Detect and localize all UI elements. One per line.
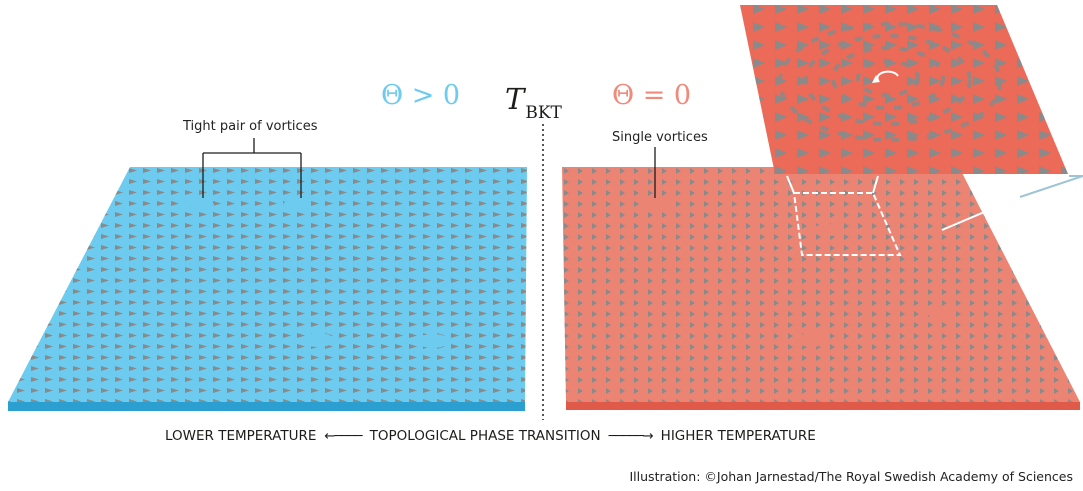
zoom-spin-arrows: [740, 5, 1068, 174]
illustration-credit: Illustration: ©Johan Jarnestad/The Royal…: [629, 469, 1074, 484]
zoom-inset: [740, 5, 1068, 174]
callout-bracket-left: [202, 138, 302, 198]
vortex: [813, 224, 843, 236]
cold-spin-arrows: [8, 167, 527, 402]
vortex-rings: [778, 22, 1002, 142]
cold-surface-edge: [8, 402, 525, 411]
transition-temperature: TBKT: [505, 82, 562, 123]
left-arrow-icon: ←────: [324, 428, 362, 444]
right-arrow-icon: ─────→: [608, 428, 654, 444]
rotation-arrowhead-icon: [872, 75, 880, 83]
transition-symbol: T: [505, 82, 525, 116]
order-parameter-positive: Θ > 0: [381, 80, 461, 111]
hot-spin-arrows: [562, 167, 1080, 402]
callout-single-vortices: Single vortices: [612, 130, 708, 145]
vortex: [283, 199, 311, 211]
hot-surface-edge: [566, 402, 1080, 410]
transition-subscript: BKT: [525, 103, 562, 123]
vortex: [642, 199, 672, 211]
cold-phase-surface: [8, 167, 527, 411]
higher-temperature-label: HIGHER TEMPERATURE: [660, 428, 816, 444]
temperature-axis: LOWER TEMPERATURE ←──── TOPOLOGICAL PHAS…: [165, 428, 816, 444]
zoom-connector: [786, 175, 1083, 256]
vortex: [302, 333, 334, 347]
vortex: [417, 334, 449, 348]
zoom-region-box: [792, 192, 902, 256]
vortex: [926, 306, 956, 318]
vortex: [797, 333, 827, 347]
phase-transition-label: TOPOLOGICAL PHASE TRANSITION: [369, 428, 601, 444]
order-parameter-zero: Θ = 0: [612, 80, 692, 111]
vortex: [182, 199, 214, 211]
lower-temperature-label: LOWER TEMPERATURE: [165, 428, 317, 444]
callout-tight-pair: Tight pair of vortices: [183, 119, 318, 134]
